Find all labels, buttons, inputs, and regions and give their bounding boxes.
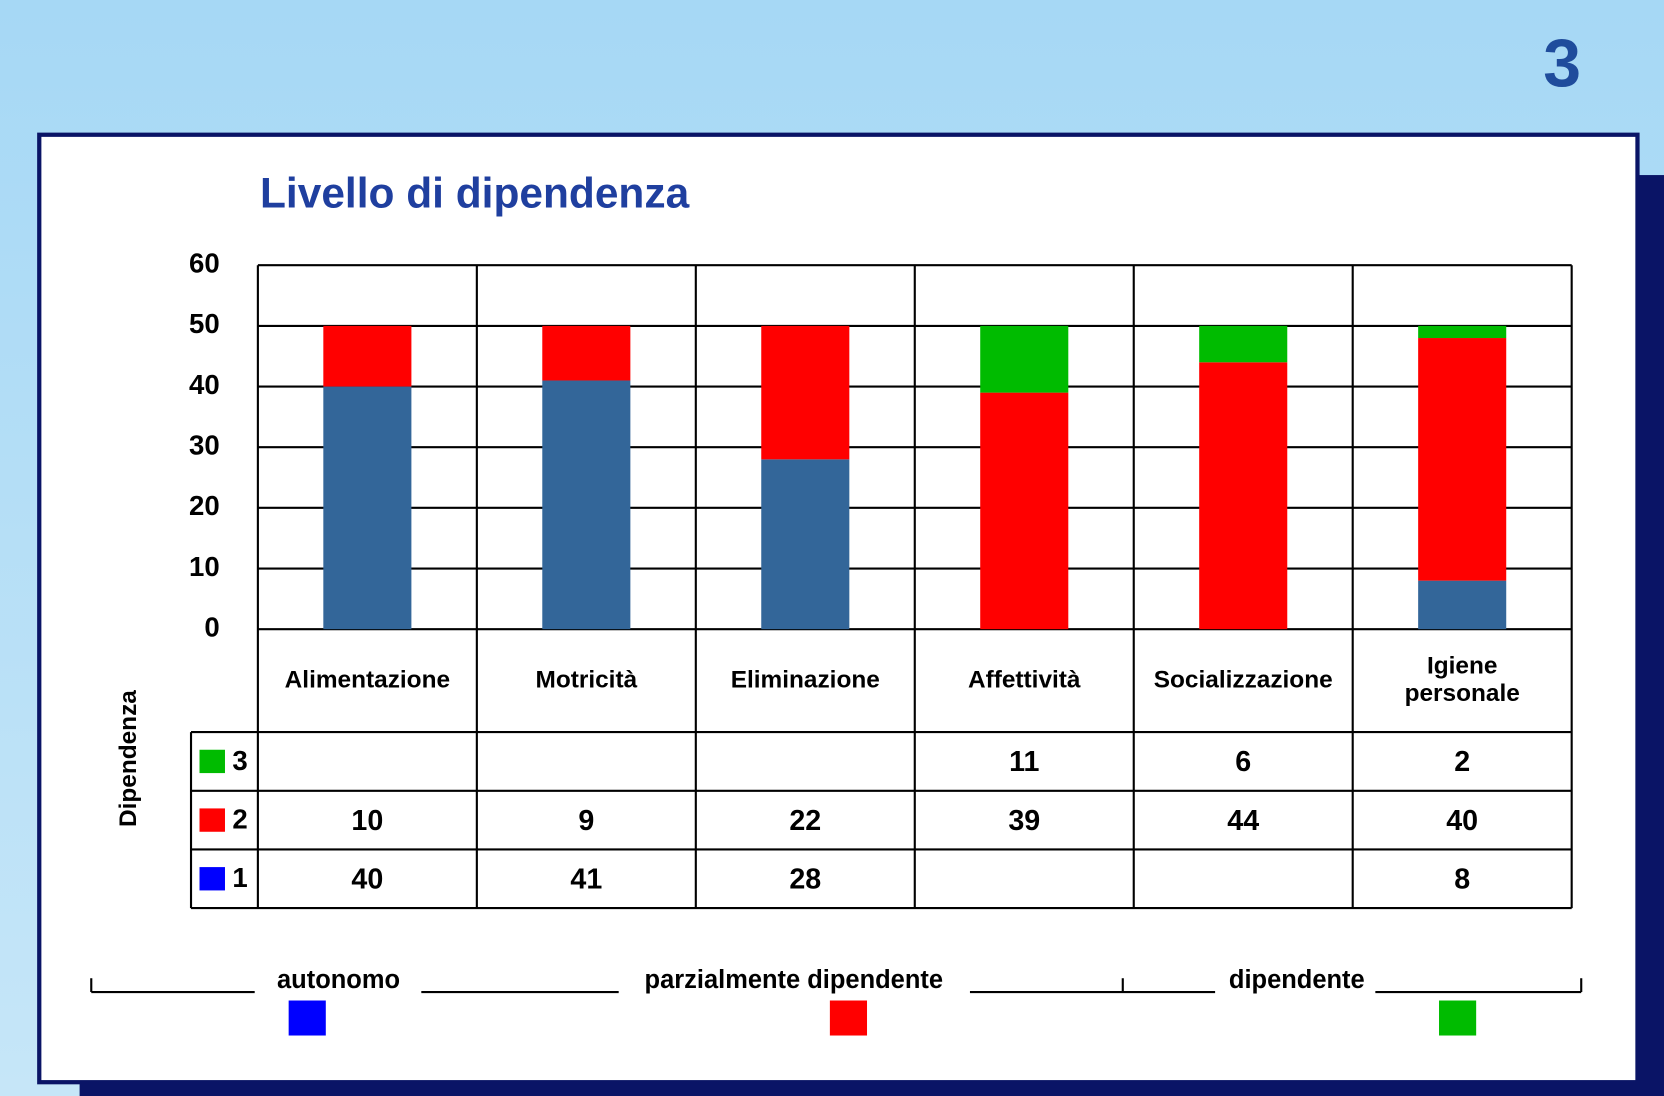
y-tick-label: 40 (189, 369, 220, 400)
table-value: 10 (351, 805, 383, 837)
table-value: 9 (578, 805, 594, 837)
y-tick-label: 50 (189, 308, 220, 339)
y-tick-label: 30 (189, 429, 220, 460)
table-value: 39 (1008, 805, 1040, 837)
table-value: 6 (1235, 746, 1251, 778)
bar-segment (980, 392, 1069, 630)
scale-lines (90, 978, 1583, 994)
bar-segment (761, 459, 850, 630)
x-tick-label: Affettività (968, 667, 1081, 694)
scale-key (829, 1000, 868, 1036)
shadow-right (1637, 175, 1664, 1096)
series-name: 2 (232, 803, 247, 834)
chart-title: Livello di dipendenza (260, 170, 690, 217)
x-tick-label: Socializzazione (1154, 667, 1333, 694)
scale-label: autonomo (277, 966, 400, 994)
series-name: 1 (232, 862, 247, 893)
label-line: Igiene (1427, 653, 1497, 680)
table-value: 22 (789, 805, 821, 837)
bar-segment (1199, 325, 1288, 363)
page-number: 3 (1543, 26, 1581, 101)
label-line: personale (1405, 680, 1520, 707)
y-tick-label: 20 (189, 490, 220, 521)
bar-segment (323, 325, 412, 387)
table-value: 40 (1446, 805, 1478, 837)
table-value: 40 (351, 863, 383, 895)
series-key (199, 867, 225, 891)
y-tick-label: 0 (204, 611, 219, 642)
y-tick-label: 10 (189, 551, 220, 582)
x-tick-label: Igiene personale (1405, 653, 1520, 708)
scale-label: dipendente (1229, 966, 1365, 994)
y-axis-label: Dipendenza (115, 690, 142, 827)
table-value: 44 (1227, 805, 1259, 837)
bar-segment (1199, 362, 1288, 630)
table-value: 2 (1454, 746, 1470, 778)
series-key (199, 808, 225, 832)
series-name: 3 (232, 745, 247, 776)
x-tick-label: Alimentazione (285, 667, 450, 694)
table-value: 28 (789, 863, 821, 895)
bar-segment (1418, 338, 1507, 581)
table-value: 11 (1009, 746, 1039, 778)
bar-segment (542, 325, 631, 381)
table-value: 41 (570, 863, 602, 895)
bar-segment (1418, 325, 1507, 339)
table-value: 8 (1454, 863, 1470, 895)
x-tick-label: Motricità (536, 667, 638, 694)
scale-key (288, 1000, 326, 1036)
x-tick-label: Eliminazione (731, 667, 880, 694)
y-tick-label: 60 (189, 248, 220, 279)
bar-segment (1418, 580, 1507, 630)
bar-segment (761, 325, 850, 460)
bar-segment (323, 386, 412, 630)
series-key (199, 749, 225, 774)
bar-segment (980, 325, 1069, 393)
scale-key (1439, 1000, 1477, 1036)
bar-segment (542, 380, 631, 630)
scale-label: parzialmente dipendente (645, 966, 943, 994)
